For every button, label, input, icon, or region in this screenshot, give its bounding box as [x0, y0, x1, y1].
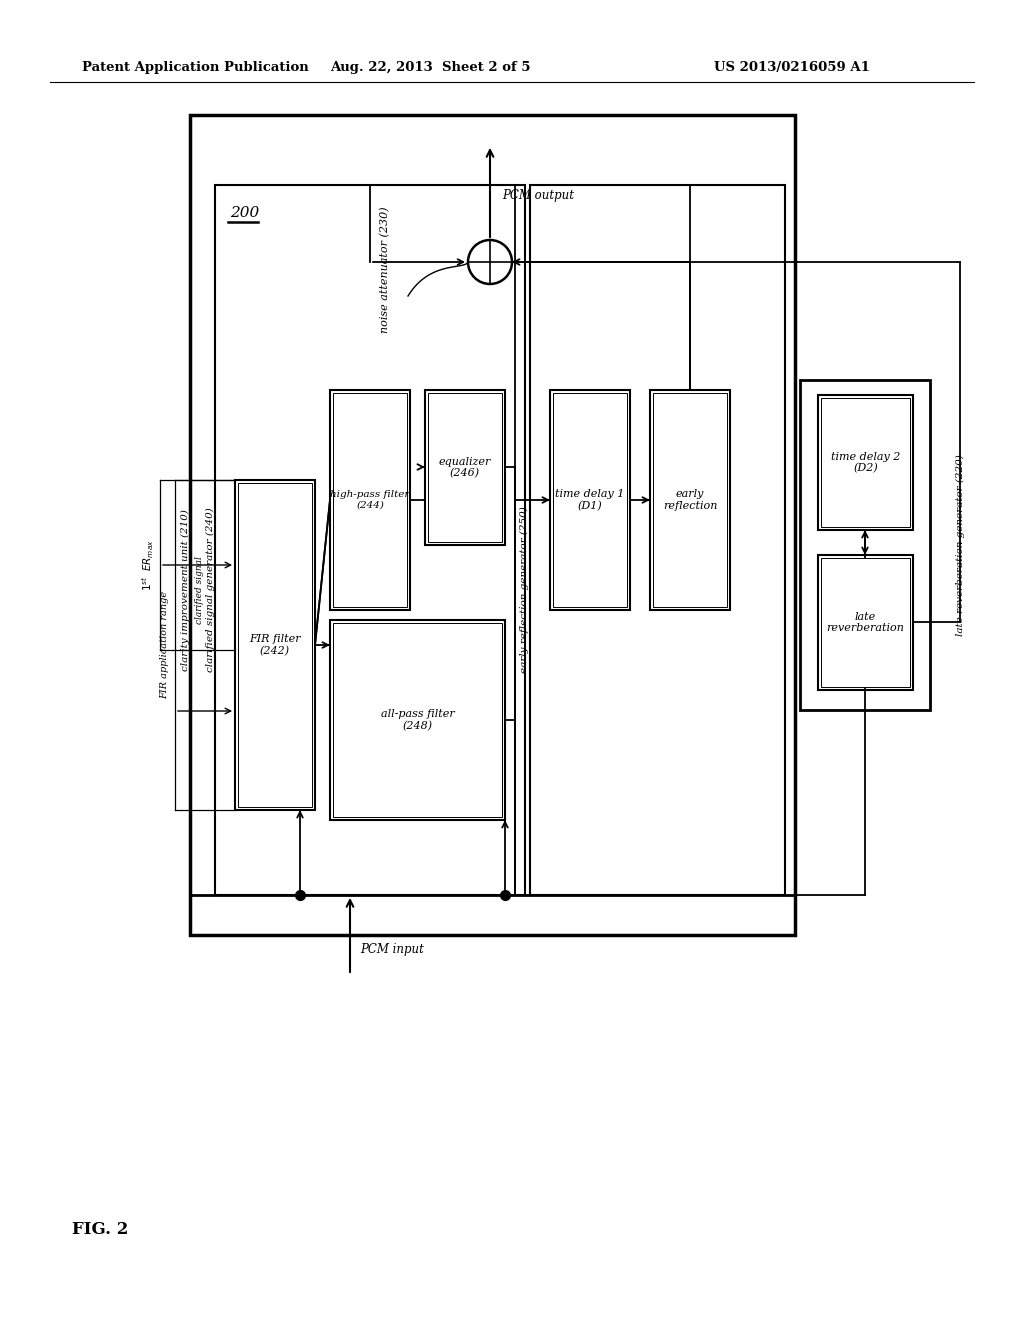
Text: time delay 1
(D1): time delay 1 (D1): [555, 488, 625, 511]
Text: 200: 200: [230, 206, 259, 220]
Bar: [530, 185, 785, 895]
Text: clarity improvement unit (210): clarity improvement unit (210): [180, 510, 189, 671]
Text: PCM output: PCM output: [502, 189, 574, 202]
Bar: [428, 393, 502, 543]
Text: time delay 2
(D2): time delay 2 (D2): [830, 451, 900, 474]
Bar: [238, 483, 312, 807]
Text: late
reverberation: late reverberation: [826, 611, 904, 634]
Bar: [821, 399, 910, 527]
Text: all-pass filter
(248): all-pass filter (248): [381, 709, 455, 731]
Bar: [425, 389, 505, 545]
Bar: [330, 389, 410, 610]
Text: US 2013/0216059 A1: US 2013/0216059 A1: [714, 62, 870, 74]
Text: Patent Application Publication: Patent Application Publication: [82, 62, 309, 74]
Text: high-pass filter
(244): high-pass filter (244): [331, 490, 410, 510]
Text: FIR application range: FIR application range: [161, 591, 170, 700]
Bar: [190, 115, 795, 935]
Bar: [650, 389, 730, 610]
Text: early reflection generator (250): early reflection generator (250): [519, 507, 528, 673]
Bar: [234, 480, 315, 810]
Text: equalizer
(246): equalizer (246): [439, 457, 492, 478]
Bar: [653, 393, 727, 607]
Bar: [818, 554, 913, 690]
Bar: [333, 393, 407, 607]
Bar: [821, 558, 910, 686]
Text: Aug. 22, 2013  Sheet 2 of 5: Aug. 22, 2013 Sheet 2 of 5: [330, 62, 530, 74]
Text: PCM input: PCM input: [360, 944, 424, 957]
Bar: [215, 185, 525, 895]
Text: FIG. 2: FIG. 2: [72, 1221, 128, 1238]
Bar: [818, 395, 913, 531]
Bar: [550, 389, 630, 610]
Bar: [553, 393, 627, 607]
Text: $1^{st}$  $ER_{max}$: $1^{st}$ $ER_{max}$: [140, 539, 156, 591]
Bar: [800, 380, 930, 710]
Text: early
reflection: early reflection: [663, 490, 717, 511]
Text: clarified signal generator (240): clarified signal generator (240): [206, 508, 215, 672]
Bar: [333, 623, 502, 817]
Bar: [330, 620, 505, 820]
Text: clarified signal: clarified signal: [196, 556, 205, 624]
Text: late reverberation generator (220): late reverberation generator (220): [955, 454, 965, 636]
Text: noise attenuator (230): noise attenuator (230): [380, 207, 390, 334]
Text: FIR filter
(242): FIR filter (242): [249, 634, 301, 656]
